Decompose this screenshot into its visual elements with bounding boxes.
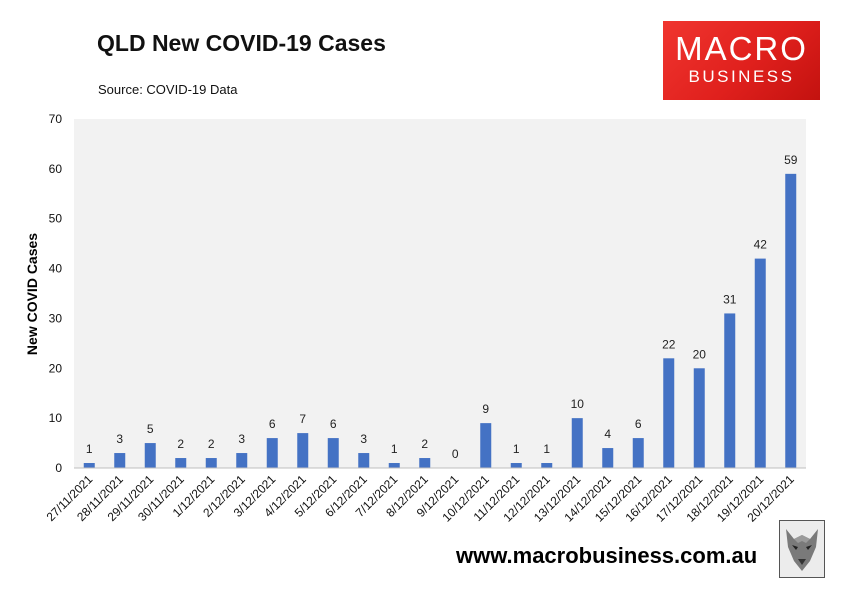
- data-label: 31: [723, 292, 737, 306]
- bar: [205, 458, 217, 468]
- bar: [297, 433, 309, 468]
- y-tick-label: 60: [49, 162, 63, 176]
- data-label: 20: [693, 347, 707, 361]
- data-label: 1: [513, 442, 520, 456]
- data-label: 2: [177, 437, 184, 451]
- bar: [541, 463, 553, 468]
- data-label: 9: [482, 402, 489, 416]
- bar: [571, 418, 583, 468]
- macro-business-logo: MACRO BUSINESS: [663, 21, 820, 100]
- y-tick-label: 70: [49, 112, 63, 126]
- y-tick-label: 50: [49, 212, 63, 226]
- data-label: 0: [452, 447, 459, 461]
- data-label: 10: [571, 397, 585, 411]
- data-label: 7: [299, 412, 306, 426]
- chart-title: QLD New COVID-19 Cases: [97, 30, 386, 56]
- bar: [266, 438, 278, 468]
- bars: [83, 173, 797, 469]
- bar: [480, 423, 492, 468]
- data-label: 6: [635, 417, 642, 431]
- bar: [754, 258, 766, 468]
- logo-line-1: MACRO: [675, 30, 808, 67]
- bar: [510, 463, 522, 468]
- data-label: 42: [754, 238, 768, 252]
- bar: [785, 173, 797, 469]
- bar: [632, 438, 644, 468]
- data-label: 3: [360, 432, 367, 446]
- chart-subtitle: Source: COVID-19 Data: [98, 82, 238, 97]
- y-axis-label: New COVID Cases: [24, 233, 40, 355]
- data-label: 22: [662, 337, 676, 351]
- bar: [663, 358, 675, 468]
- data-label: 2: [421, 437, 428, 451]
- bar: [144, 443, 156, 468]
- bar: [327, 438, 339, 468]
- y-tick-label: 30: [49, 311, 63, 325]
- data-label: 59: [784, 153, 798, 167]
- y-tick-label: 40: [49, 262, 63, 276]
- data-label: 1: [86, 442, 93, 456]
- data-label: 1: [543, 442, 550, 456]
- data-label: 6: [330, 417, 337, 431]
- bar: [724, 313, 736, 468]
- data-label: 3: [238, 432, 245, 446]
- y-tick-label: 10: [49, 411, 63, 425]
- data-label: 1: [391, 442, 398, 456]
- bar: [388, 463, 400, 468]
- plot-area: [74, 119, 806, 468]
- bar: [114, 453, 126, 468]
- bar: [83, 463, 95, 468]
- data-label: 4: [604, 427, 611, 441]
- logo-line-2: BUSINESS: [688, 67, 795, 86]
- bar: [419, 458, 431, 468]
- y-axis-ticks: 0 10 20 30 40 50 60 70: [49, 112, 63, 475]
- x-axis-ticks: 27/11/202128/11/202129/11/202130/11/2021…: [44, 472, 797, 525]
- bar: [693, 368, 705, 468]
- data-label: 3: [116, 432, 123, 446]
- y-tick-label: 20: [49, 361, 63, 375]
- bar: [175, 458, 187, 468]
- bar: [602, 448, 614, 468]
- y-tick-label: 0: [55, 461, 62, 475]
- website-url: www.macrobusiness.com.au: [456, 543, 758, 568]
- data-label: 6: [269, 417, 276, 431]
- data-label: 2: [208, 437, 215, 451]
- wolf-logo-icon: [779, 520, 825, 578]
- bar: [236, 453, 248, 468]
- data-label: 5: [147, 422, 154, 436]
- bar: [358, 453, 370, 468]
